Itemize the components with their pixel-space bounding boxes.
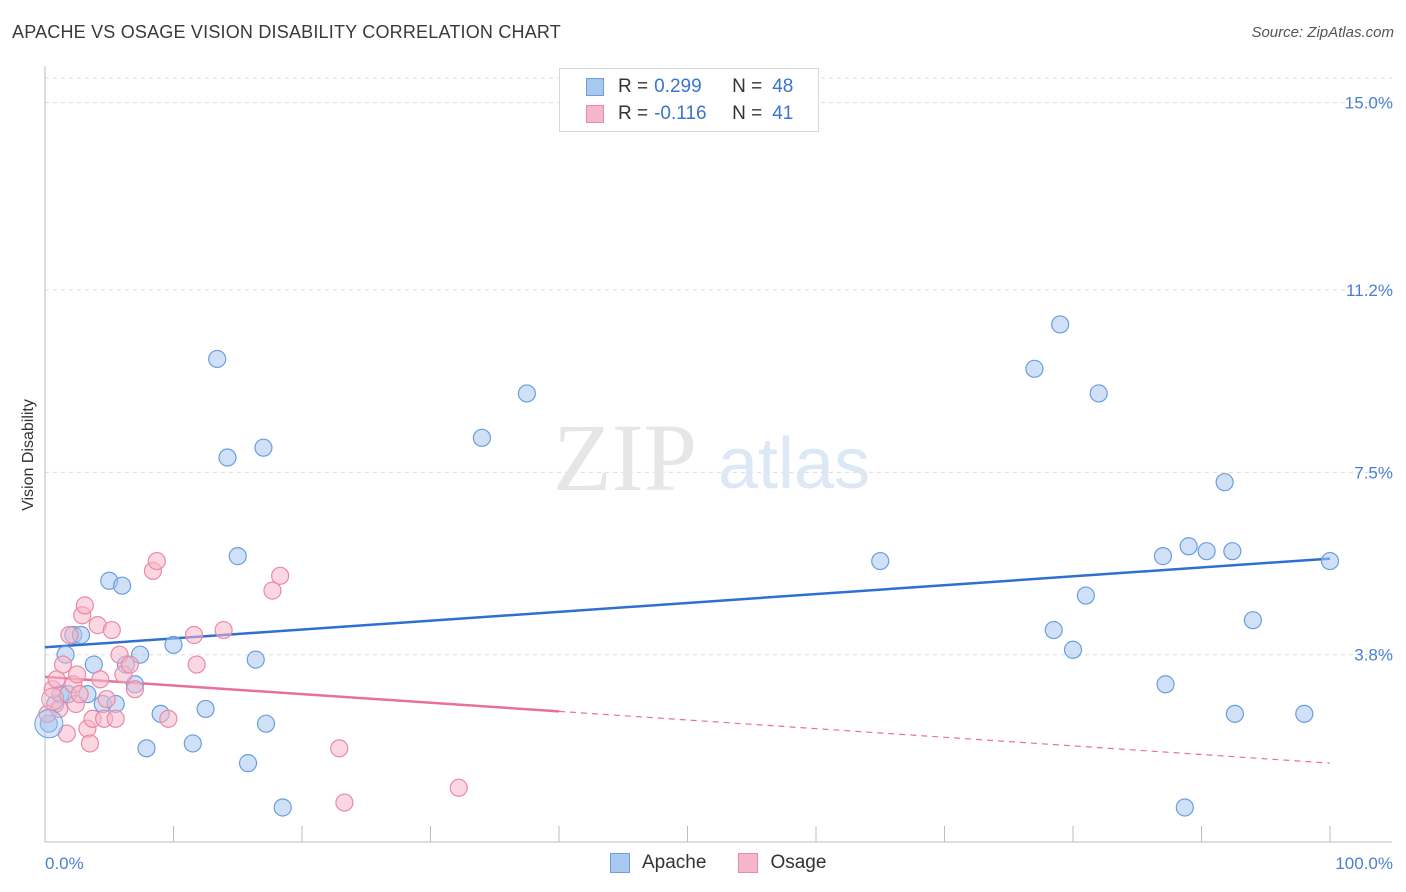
stats-legend: R = 0.299 N = 48 R = -0.116 N = 41 xyxy=(559,68,819,132)
osage-point xyxy=(335,793,354,812)
y-tick-label: 3.8% xyxy=(1354,646,1393,665)
source-label: Source: ZipAtlas.com xyxy=(1251,24,1394,41)
osage-point xyxy=(187,655,206,674)
x-tick-label-end: 100.0% xyxy=(1335,854,1393,873)
osage-point-cluster xyxy=(41,687,65,711)
apache-point xyxy=(238,754,258,773)
y-tick-label: 15.0% xyxy=(1345,94,1393,113)
apache-swatch xyxy=(586,78,604,96)
osage-point xyxy=(330,739,349,758)
osage-legend-swatch xyxy=(738,853,759,873)
apache-point xyxy=(1044,620,1063,640)
apache-point xyxy=(1076,586,1095,605)
apache-trend-line xyxy=(44,557,1331,649)
osage-point xyxy=(70,685,89,704)
legend-row-osage: R = -0.116 N = 41 xyxy=(586,102,793,126)
x-tick-label-start: 0.0% xyxy=(45,854,84,873)
apache-r-label: R = xyxy=(618,76,649,97)
apache-point xyxy=(196,699,215,719)
apache-point xyxy=(1197,542,1216,561)
apache-legend-swatch xyxy=(610,853,630,873)
legend-item-apache: Apache xyxy=(610,852,706,874)
apache-point xyxy=(254,438,273,457)
apache-point xyxy=(1156,675,1175,694)
series-legend: Apache Osage xyxy=(610,852,858,874)
watermark-atlas: atlas xyxy=(718,424,870,504)
osage-point xyxy=(263,581,282,600)
apache-point-cluster xyxy=(34,709,64,739)
y-tick-labels: 3.8% 7.5% 11.2% 15.0% xyxy=(1345,94,1393,665)
apache-point xyxy=(1320,551,1340,571)
chart-title: APACHE VS OSAGE VISION DISABILITY CORREL… xyxy=(12,22,561,42)
watermark-zip: ZIP xyxy=(553,404,697,511)
apache-point xyxy=(472,428,491,447)
y-tick-label: 11.2% xyxy=(1346,281,1393,300)
osage-r-value: -0.116 xyxy=(654,103,707,124)
apache-point xyxy=(208,349,227,369)
osage-n-label: N = xyxy=(732,103,763,124)
osage-legend-label: Osage xyxy=(770,852,827,873)
apache-point xyxy=(1025,359,1044,378)
osage-point xyxy=(68,665,87,684)
apache-point xyxy=(1243,611,1263,630)
legend-item-osage: Osage xyxy=(738,852,826,874)
apache-point xyxy=(137,739,156,758)
osage-point xyxy=(53,655,73,674)
osage-point xyxy=(50,699,69,719)
osage-point xyxy=(449,778,468,797)
apache-r-value: 0.299 xyxy=(654,76,702,97)
apache-point xyxy=(517,384,536,403)
apache-point xyxy=(1175,798,1194,817)
apache-point xyxy=(273,798,292,817)
osage-n-value: 41 xyxy=(772,103,794,124)
osage-point xyxy=(271,566,290,585)
apache-point xyxy=(1295,704,1314,723)
apache-point xyxy=(1215,473,1234,492)
apache-point xyxy=(871,551,890,571)
trend-lines xyxy=(44,557,1331,764)
apache-point xyxy=(218,448,237,467)
legend-row-apache: R = 0.299 N = 48 xyxy=(586,75,793,99)
apache-point xyxy=(1179,537,1198,556)
osage-trend-line-extrapolated xyxy=(558,710,1331,764)
osage-point xyxy=(80,734,100,753)
osage-swatch xyxy=(586,105,604,123)
x-tick-labels: 0.0% 100.0% xyxy=(45,854,1393,873)
osage-point xyxy=(102,620,121,640)
osage-point xyxy=(120,655,139,674)
osage-point xyxy=(147,551,166,571)
osage-point xyxy=(60,625,79,645)
osage-point xyxy=(97,689,116,709)
osage-point xyxy=(159,709,178,728)
osage-point xyxy=(125,680,145,699)
apache-point xyxy=(1153,547,1173,566)
apache-point xyxy=(183,734,202,753)
apache-point xyxy=(256,714,276,733)
apache-point xyxy=(1225,704,1245,723)
data-points xyxy=(34,315,1340,817)
y-tick-label: 7.5% xyxy=(1354,463,1393,482)
apache-point xyxy=(1089,384,1108,403)
osage-point xyxy=(184,625,204,645)
osage-point xyxy=(214,620,233,640)
osage-point xyxy=(75,596,94,615)
apache-n-value: 48 xyxy=(772,76,794,97)
apache-point xyxy=(246,650,265,669)
apache-point xyxy=(1051,315,1070,334)
y-axis-label: Vision Disability xyxy=(20,399,37,511)
osage-point xyxy=(106,709,125,728)
apache-point xyxy=(1063,640,1083,659)
osage-r-label: R = xyxy=(618,103,649,124)
apache-point xyxy=(112,576,132,595)
apache-n-label: N = xyxy=(732,76,763,97)
osage-point xyxy=(91,670,110,689)
apache-point xyxy=(164,635,183,654)
apache-legend-label: Apache xyxy=(642,852,707,873)
apache-point xyxy=(1223,542,1242,561)
apache-point xyxy=(228,547,247,566)
